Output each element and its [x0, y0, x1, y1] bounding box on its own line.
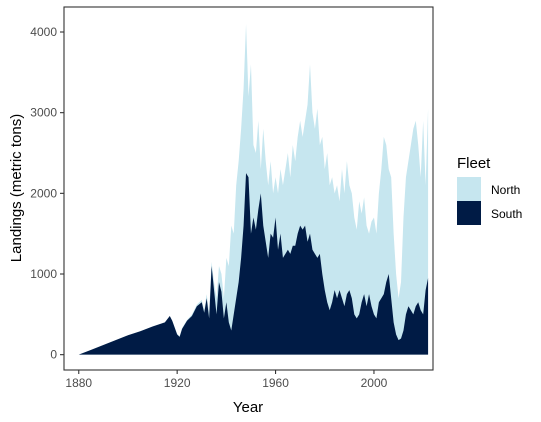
x-tick-label-2000: 2000 — [361, 376, 388, 390]
y-tick-label-4000: 4000 — [30, 25, 57, 39]
x-tick-label-1960: 1960 — [262, 376, 289, 390]
plot-panel-border — [63, 6, 434, 371]
legend-label-north: North — [491, 183, 520, 197]
legend-key-north — [457, 177, 481, 201]
y-tick-label-2000: 2000 — [30, 186, 57, 200]
axes-layer: 1880 1920 1960 2000 0 1000 2000 3000 4000 — [30, 25, 387, 390]
y-tick-label-1000: 1000 — [30, 267, 57, 281]
legend-title: Fleet — [457, 155, 491, 172]
plot-layer — [78, 23, 429, 355]
legend-key-south — [457, 201, 481, 225]
y-axis-title: Landings (metric tons) — [8, 114, 25, 262]
x-axis-title: Year — [233, 399, 263, 416]
x-tick-label-1880: 1880 — [65, 376, 92, 390]
y-tick-label-0: 0 — [50, 348, 57, 362]
legend: Fleet North South — [457, 155, 522, 225]
y-tick-label-3000: 3000 — [30, 106, 57, 120]
x-tick-label-1920: 1920 — [164, 376, 191, 390]
area-north — [78, 23, 429, 355]
legend-label-south: South — [491, 207, 522, 221]
area-south — [78, 173, 429, 355]
